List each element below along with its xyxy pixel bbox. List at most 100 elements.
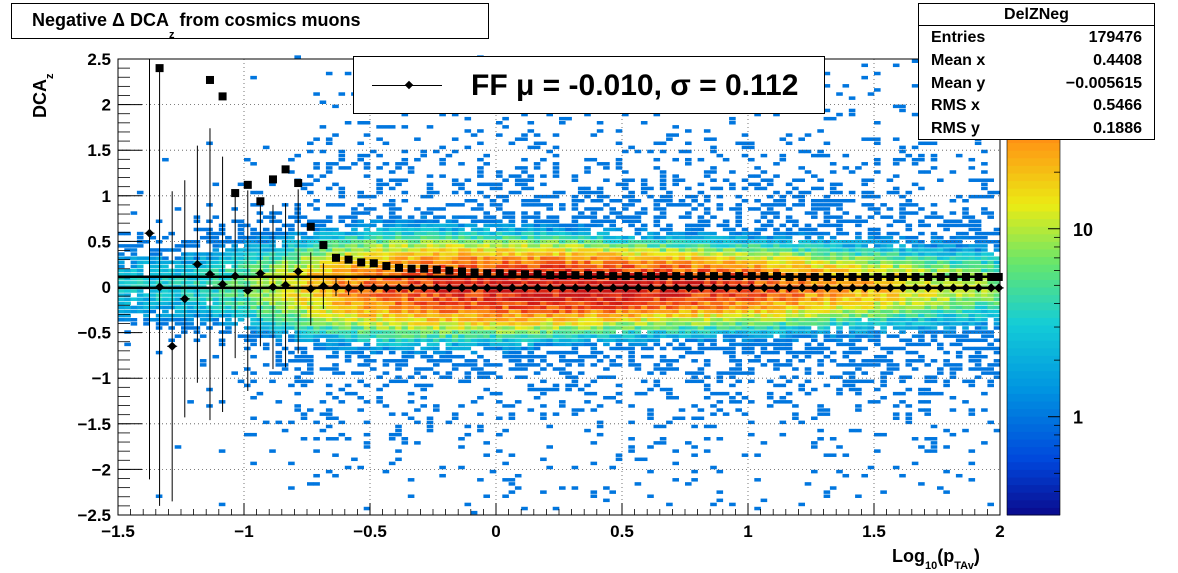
heatmap-cell (678, 203, 686, 207)
heatmap-cell (533, 240, 541, 244)
heatmap-cell (766, 182, 774, 187)
heatmap-cell (237, 313, 245, 318)
heatmap-cell (710, 145, 717, 150)
heatmap-cell (300, 350, 308, 355)
heatmap-cell (836, 203, 843, 207)
heatmap-cell (590, 363, 598, 367)
heatmap-cell (905, 268, 913, 273)
heatmap-cell (338, 334, 346, 338)
heatmap-cell (433, 371, 440, 375)
heatmap-cell (546, 293, 553, 297)
heatmap-cell (136, 301, 144, 306)
heatmap-cell (250, 338, 257, 343)
heatmap-cell (773, 338, 780, 343)
heatmap-cell (659, 359, 667, 363)
heatmap-cell (552, 219, 560, 224)
heatmap-cell (395, 244, 402, 248)
heatmap-cell (836, 326, 843, 330)
heatmap-cell (666, 203, 673, 207)
heatmap-cell (470, 235, 478, 240)
heatmap-cell (729, 182, 736, 187)
heatmap-cell (886, 281, 894, 285)
heatmap-cell (861, 379, 868, 384)
heatmap-cell (842, 379, 850, 384)
heatmap-cell (388, 198, 396, 203)
heatmap-cell (622, 330, 629, 334)
heatmap-cell (344, 166, 352, 170)
heatmap-cell (445, 219, 453, 224)
heatmap-cell (911, 301, 919, 306)
heatmap-cell (596, 219, 604, 224)
heatmap-cell (760, 211, 768, 215)
heatmap-cell (464, 375, 472, 379)
heatmap-cell (382, 252, 390, 256)
heatmap-cell (470, 293, 478, 297)
heatmap-cell (477, 244, 484, 248)
heatmap-cell (729, 227, 736, 232)
heatmap-cell (874, 322, 881, 326)
heatmap-cell (722, 391, 730, 396)
heatmap-cell (187, 264, 194, 269)
heatmap-cell (275, 359, 283, 363)
heatmap-cell (811, 305, 818, 310)
heatmap-cell (590, 441, 598, 445)
heatmap-cell (514, 231, 522, 236)
heatmap-cell (225, 305, 232, 310)
heatmap-cell (458, 235, 465, 240)
heatmap-cell (319, 334, 327, 338)
heatmap-cell (615, 141, 623, 146)
heatmap-cell (351, 318, 358, 322)
heatmap-cell (338, 330, 346, 334)
heatmap-cell (811, 309, 818, 314)
heatmap-cell (514, 227, 522, 232)
heatmap-cell (344, 437, 352, 441)
heatmap-cell (577, 371, 585, 375)
heatmap-cell (829, 453, 837, 457)
heatmap-cell (458, 293, 465, 297)
heatmap-cell (886, 223, 894, 228)
heatmap-cell (577, 334, 585, 338)
heatmap-cell (666, 334, 673, 338)
heatmap-cell (502, 194, 509, 199)
heatmap-cell (533, 322, 541, 326)
heatmap-cell (653, 260, 661, 265)
heatmap-cell (861, 63, 868, 68)
heatmap-cell (533, 219, 541, 224)
heatmap-cell (710, 334, 717, 338)
heatmap-cell (351, 457, 358, 462)
heatmap-cell (779, 338, 787, 343)
heatmap-cell (697, 231, 705, 236)
heatmap-cell (325, 322, 333, 326)
heatmap-cell (552, 166, 560, 170)
heatmap-cell (571, 219, 579, 224)
heatmap-cell (640, 309, 648, 314)
heatmap-cell (388, 359, 396, 363)
heatmap-cell (483, 326, 490, 330)
heatmap-cell (622, 334, 629, 338)
heatmap-cell (451, 281, 459, 285)
heatmap-cell (300, 223, 308, 228)
heatmap-cell (370, 309, 377, 314)
heatmap-cell (697, 346, 705, 351)
heatmap-cell (552, 276, 560, 281)
heatmap-cell (716, 309, 724, 314)
heatmap-cell (609, 375, 616, 379)
heatmap-cell (773, 383, 780, 388)
heatmap-cell (426, 346, 434, 351)
heatmap-cell (628, 215, 635, 219)
heatmap-cell (590, 240, 598, 244)
heatmap-cell (861, 244, 868, 248)
heatmap-cell (703, 293, 711, 297)
heatmap-cell (634, 215, 642, 219)
heatmap-cell (603, 330, 610, 334)
heatmap-cell (288, 318, 295, 322)
heatmap-cell (722, 350, 730, 355)
heatmap-cell (351, 227, 358, 232)
heatmap-cell (584, 223, 591, 228)
heatmap-cell (464, 260, 472, 265)
heatmap-cell (307, 182, 314, 187)
heatmap-cell (691, 338, 698, 343)
heatmap-cell (388, 432, 396, 437)
heatmap-cell (174, 293, 182, 297)
heatmap-cell (565, 256, 572, 260)
